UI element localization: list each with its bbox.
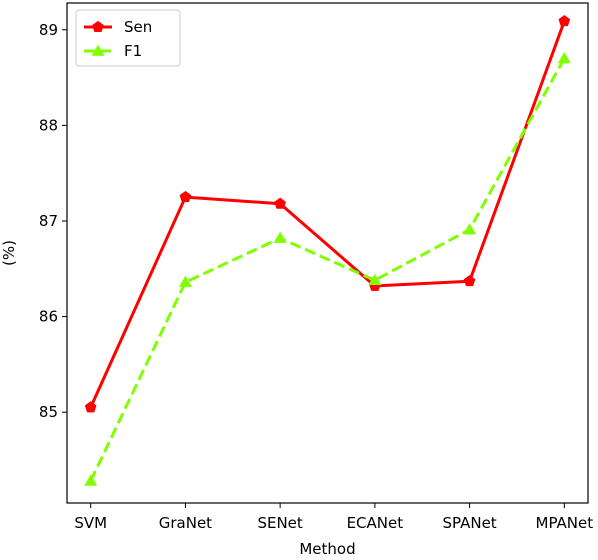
series-f1-point — [463, 223, 477, 235]
series-sen-point — [84, 401, 97, 413]
series-f1-point — [557, 51, 571, 64]
y-tick-label: 88 — [39, 116, 58, 134]
x-tick-label: MPANet — [536, 514, 594, 532]
legend-label: F1 — [124, 42, 142, 60]
series-f1-point — [84, 474, 98, 486]
series-f1-point — [178, 275, 192, 287]
legend: Sen F1 — [75, 9, 181, 67]
series-sen — [84, 15, 571, 413]
x-axis-label: Method — [299, 540, 355, 558]
x-tick-label: GraNet — [159, 514, 212, 532]
y-axis: 85 86 87 88 89 — [39, 21, 67, 421]
y-tick-label: 86 — [39, 308, 58, 326]
x-tick-label: SENet — [257, 514, 302, 532]
legend-swatch-marker — [91, 44, 105, 56]
x-tick-label: ECANet — [347, 514, 404, 532]
x-tick-label: SPANet — [442, 514, 496, 532]
series-sen-point — [179, 190, 192, 203]
y-tick-label: 89 — [39, 21, 58, 39]
series-sen-point — [274, 197, 286, 209]
series-f1 — [84, 51, 571, 486]
y-tick-label: 85 — [39, 403, 58, 421]
legend-label: Sen — [124, 18, 152, 36]
series-f1-point — [368, 273, 382, 285]
y-axis-label: (%) — [0, 240, 18, 266]
y-tick-label: 87 — [39, 212, 58, 230]
series-sen-point — [463, 275, 476, 287]
series-sen-point — [558, 15, 571, 27]
x-axis: SVM GraNet SENet ECANet SPANet MPANet — [74, 503, 593, 532]
series-sen-line — [89, 20, 566, 409]
legend-swatch-marker — [92, 20, 104, 32]
plot-area-frame — [66, 2, 589, 504]
x-tick-label: SVM — [74, 514, 107, 532]
series-f1-point — [273, 231, 287, 243]
series-f1-line — [89, 57, 566, 482]
series-layer — [84, 15, 571, 486]
